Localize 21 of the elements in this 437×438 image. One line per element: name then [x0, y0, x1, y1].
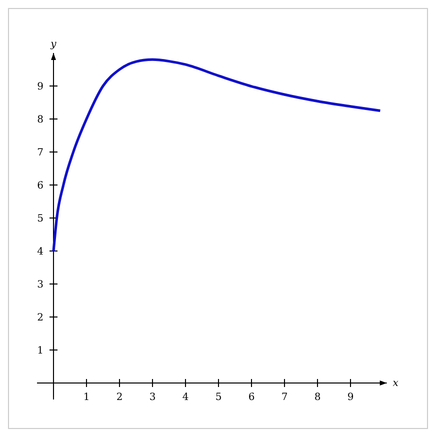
x-tick-label: 2 [116, 392, 123, 403]
x-tick-label: 5 [215, 392, 222, 403]
y-tick-label: 6 [37, 180, 44, 192]
x-tick-label: 8 [314, 392, 321, 403]
y-tick-label: 9 [37, 82, 44, 92]
x-tick-label: 6 [248, 392, 255, 403]
x-tick-label: 1 [83, 392, 90, 403]
x-tick-label: 7 [281, 392, 288, 403]
y-tick-label: 3 [37, 280, 44, 290]
y-tick-label: 8 [37, 114, 44, 126]
x-axis-title: x [392, 378, 399, 389]
y-tick-label: 4 [37, 246, 44, 258]
y-tick-label: 7 [37, 148, 44, 158]
x-tick-label: 9 [347, 392, 354, 403]
y-tick-label: 5 [37, 214, 44, 224]
y-tick-label: 1 [37, 346, 44, 356]
y-tick-label: 2 [37, 312, 44, 324]
x-tick-label: 4 [182, 392, 189, 403]
y-axis-title: y [50, 39, 57, 50]
line-series [52, 58, 382, 252]
x-tick-label: 3 [149, 392, 156, 403]
